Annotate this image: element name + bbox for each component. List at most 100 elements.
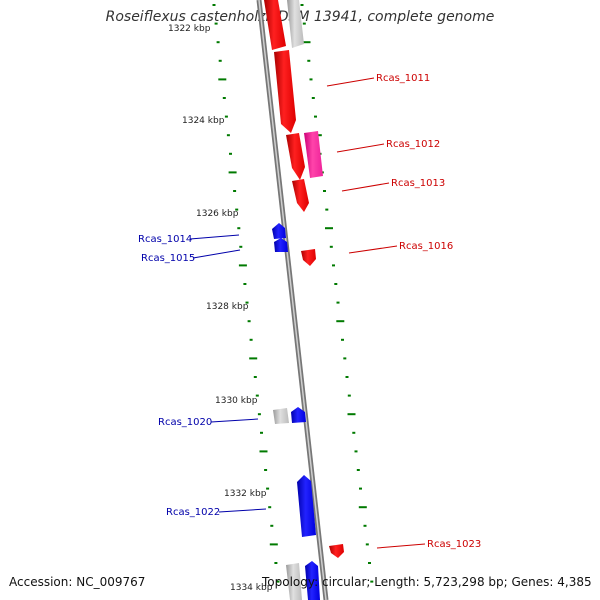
gene-rcas-1020: [291, 407, 306, 423]
minor-tick: [307, 59, 311, 62]
label-leaders: [189, 77, 426, 549]
minor-tick: [255, 394, 259, 397]
gene-labels: Rcas_1011 Rcas_1012 Rcas_1013 Rcas_1014 …: [138, 73, 481, 550]
minor-tick: [343, 357, 347, 360]
minor-tick: [222, 97, 226, 99]
minor-tick: [368, 562, 371, 564]
minor-tick: [311, 97, 315, 99]
minor-tick: [359, 487, 362, 490]
minor-tick: [216, 41, 220, 44]
gene-grey-bottom: [286, 563, 302, 600]
genome-summary-text: Topology: circular; Length: 5,723,298 bp…: [262, 575, 592, 589]
tick-label-1322: 1322 kbp: [168, 24, 211, 34]
minor-tick: [253, 376, 257, 378]
tick-label-1328: 1328 kbp: [206, 302, 249, 312]
major-tick: [358, 506, 367, 509]
gene-rcas-1023: [329, 544, 344, 558]
minor-tick: [224, 115, 228, 118]
minor-tick: [245, 301, 249, 304]
minor-tick: [345, 376, 349, 378]
minor-tick: [363, 524, 367, 527]
label-rcas-1014: Rcas_1014: [138, 234, 192, 245]
minor-tick: [341, 338, 344, 341]
tick-label-1334: 1334 kbp: [230, 583, 273, 593]
minor-tick: [300, 4, 304, 6]
gene-rcas-1016: [301, 249, 316, 266]
minor-tick: [239, 245, 243, 248]
gene-rcas-1015: [274, 238, 288, 252]
minor-tick: [235, 208, 239, 211]
major-tick: [336, 320, 345, 323]
minor-tick: [268, 506, 272, 509]
tick-label-1330: 1330 kbp: [215, 396, 258, 406]
major-tick: [249, 357, 258, 360]
genome-backbone: [256, 0, 329, 600]
gene-rcas-1014: [272, 223, 286, 239]
label-rcas-1013: Rcas_1013: [391, 178, 445, 189]
minor-tick: [336, 301, 340, 304]
minor-tick: [325, 208, 329, 211]
minor-tick: [214, 22, 218, 25]
minor-tick: [365, 543, 369, 546]
label-rcas-1022: Rcas_1022: [166, 507, 220, 518]
label-rcas-1016: Rcas_1016: [399, 241, 453, 252]
major-tick: [302, 41, 311, 44]
gene-grey-top: [287, 0, 304, 48]
major-tick: [218, 78, 227, 81]
gene-grey-1330: [273, 408, 289, 424]
gene-red-top: [264, 0, 286, 50]
kbp-axis-labels: 1322 kbp 1324 kbp 1326 kbp 1328 kbp 1330…: [168, 24, 273, 593]
minor-tick: [233, 190, 237, 192]
major-tick: [259, 450, 268, 453]
gene-rcas-1013: [292, 179, 309, 212]
minor-tick: [212, 4, 216, 6]
minor-tick: [218, 59, 222, 62]
minor-tick: [276, 580, 280, 583]
minor-tick: [243, 283, 247, 285]
label-rcas-1012: Rcas_1012: [386, 139, 440, 150]
minor-tick: [347, 394, 351, 397]
minor-tick: [370, 580, 374, 583]
minor-tick: [302, 22, 306, 25]
minor-tick: [264, 469, 268, 471]
major-tick: [238, 264, 247, 267]
label-rcas-1023: Rcas_1023: [427, 539, 481, 550]
minor-tick: [247, 320, 251, 323]
gene-blue-bottom: [305, 561, 320, 600]
minor-tick: [266, 487, 270, 490]
major-tick: [228, 171, 237, 174]
gene-rcas-1011: [274, 50, 296, 133]
label-rcas-1011: Rcas_1011: [376, 73, 430, 84]
gene-features: [264, 0, 344, 600]
minor-tick: [323, 190, 326, 192]
minor-tick: [237, 227, 241, 230]
minor-tick: [249, 338, 253, 341]
major-tick: [269, 543, 278, 546]
tick-label-1324: 1324 kbp: [182, 116, 225, 126]
gene-rcas-1012-b: [304, 131, 323, 178]
minor-tick: [334, 283, 338, 285]
gene-rcas-1022: [297, 475, 316, 537]
minor-tick: [352, 431, 356, 434]
minor-tick: [274, 562, 278, 564]
minor-tick: [314, 115, 317, 118]
minor-tick: [309, 78, 313, 81]
tick-label-1332: 1332 kbp: [224, 489, 267, 499]
minor-tick: [270, 524, 274, 527]
accession-text: Accession: NC_009767: [9, 575, 146, 589]
minor-tick: [229, 152, 232, 155]
minor-tick: [257, 413, 261, 416]
minor-tick: [332, 264, 335, 267]
label-rcas-1020: Rcas_1020: [158, 417, 212, 428]
major-tick: [325, 227, 333, 230]
left-tick-track: [212, 4, 280, 583]
label-rcas-1015: Rcas_1015: [141, 253, 195, 264]
major-tick: [347, 413, 356, 416]
minor-tick: [329, 245, 333, 248]
minor-tick: [354, 450, 358, 453]
minor-tick: [356, 469, 360, 471]
tick-label-1326: 1326 kbp: [196, 209, 239, 219]
minor-tick: [260, 431, 263, 434]
gene-rcas-1012-a: [286, 133, 305, 180]
